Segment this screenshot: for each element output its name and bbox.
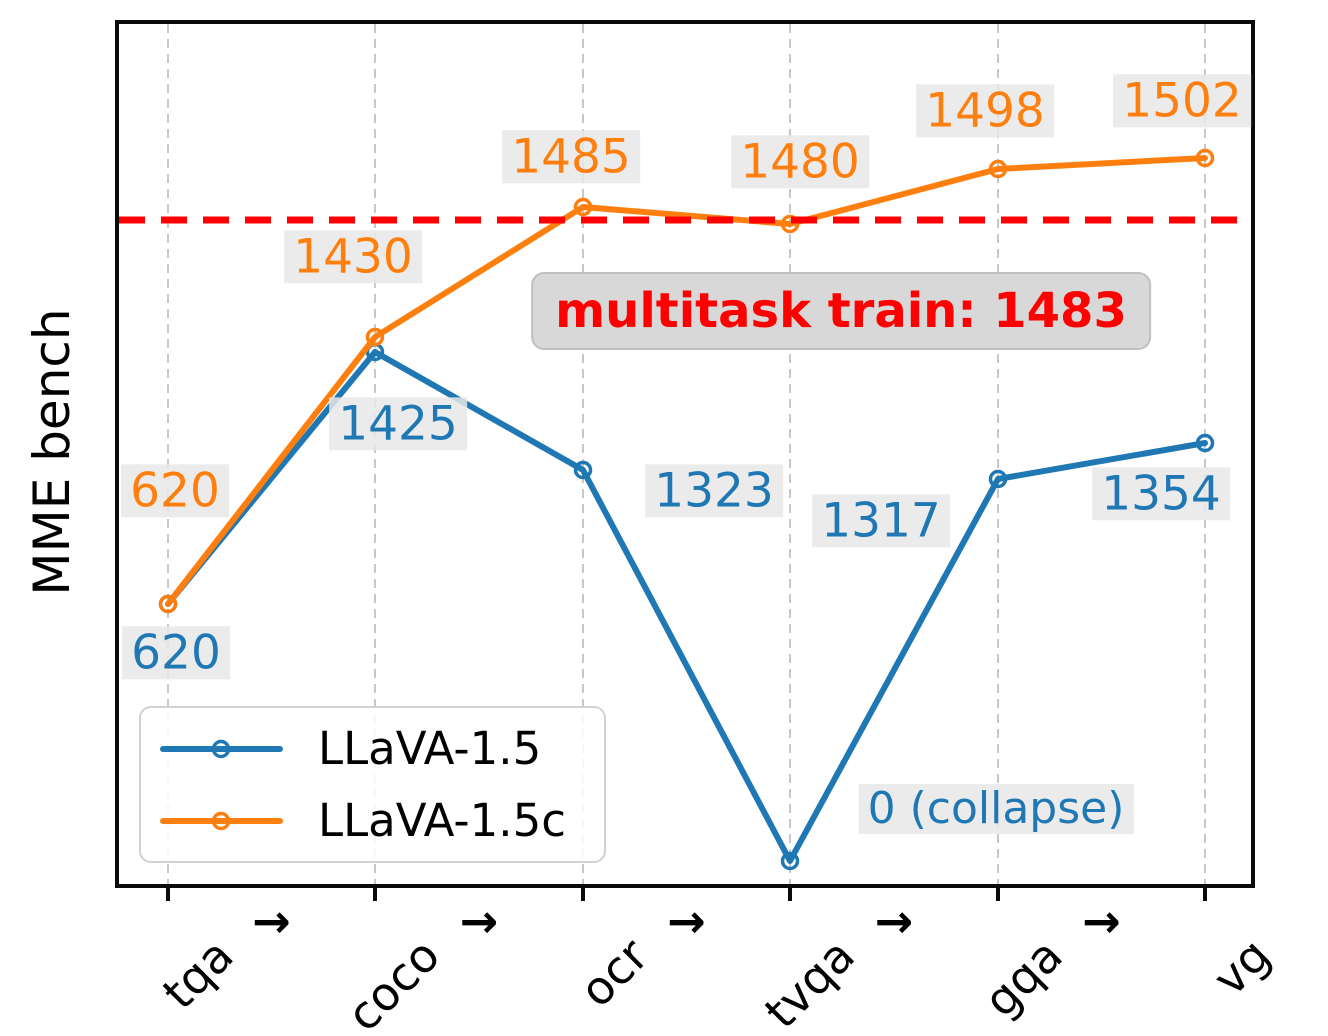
marker-llava-1.5c-ocr [573, 197, 593, 217]
annotation-1354: 1354 [1092, 467, 1230, 521]
annotation-1485: 1485 [502, 130, 640, 184]
annotation-1323: 1323 [645, 464, 783, 518]
marker-llava-1.5c-gqa [988, 159, 1008, 179]
x-tick-gqa [996, 888, 1000, 901]
annotation-1425: 1425 [329, 397, 467, 451]
series-line-llava-1.5c [165, 155, 1208, 607]
annotation-0-collapse-: 0 (collapse) [858, 783, 1134, 835]
annotation-1498: 1498 [916, 84, 1054, 138]
annotation-620: 620 [122, 626, 230, 680]
arrow-right-icon: → [252, 894, 291, 948]
marker-llava-1.5c-tqa [158, 594, 178, 614]
legend: LLaVA-1.5 LLaVA-1.5c [139, 706, 606, 863]
legend-swatch-line-icon [160, 811, 283, 830]
arrow-right-icon: → [1082, 894, 1121, 948]
y-axis-label: MME bench [23, 308, 81, 596]
legend-entry-llava-1.5c: LLaVA-1.5c [159, 790, 604, 852]
x-tick-tqa [166, 888, 170, 901]
plot-border [115, 20, 1255, 888]
annotation-1430: 1430 [284, 230, 422, 284]
arrow-right-icon: → [459, 894, 499, 948]
marker-llava-1.5c-coco [365, 327, 385, 347]
marker-llava-1.5c-tvqa [780, 214, 800, 234]
marker-llava-1.5-vg [1195, 433, 1215, 453]
legend-swatch-line-icon [160, 739, 283, 758]
x-tick-vg [1203, 888, 1207, 901]
arrow-right-icon: → [874, 894, 914, 948]
x-tick-tvqa [788, 888, 792, 901]
legend-label: LLaVA-1.5 [318, 722, 542, 775]
legend-label: LLaVA-1.5c [318, 794, 566, 847]
x-tick-ocr [581, 888, 585, 901]
marker-llava-1.5-ocr [573, 460, 593, 480]
marker-llava-1.5c-vg [1195, 148, 1215, 168]
annotation-1317: 1317 [812, 494, 950, 548]
marker-llava-1.5-tvqa [780, 851, 800, 871]
x-tick-coco [373, 888, 377, 901]
reference-line-label: multitask train: 1483 [531, 272, 1151, 350]
series-line-llava-1.5 [165, 349, 1208, 864]
legend-entry-llava-1.5: LLaVA-1.5 [159, 718, 604, 780]
annotation-1502: 1502 [1113, 74, 1251, 128]
arrow-right-icon: → [667, 894, 706, 948]
marker-llava-1.5-gqa [988, 469, 1008, 489]
annotation-620: 620 [121, 464, 229, 518]
annotation-1480: 1480 [731, 135, 869, 189]
